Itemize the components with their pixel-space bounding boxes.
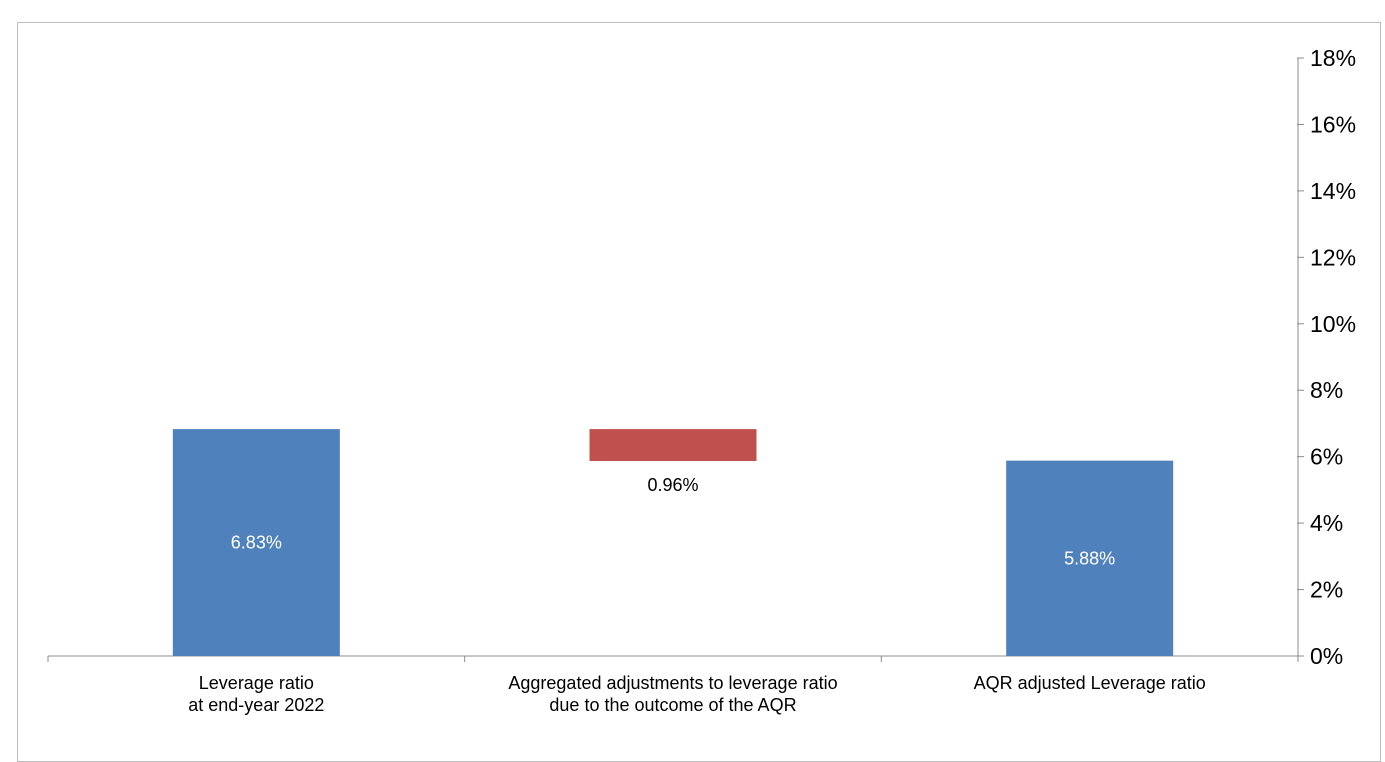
data-label: 6.83% [231, 533, 282, 553]
category-label: AQR adjusted Leverage ratio [974, 673, 1206, 693]
y-tick-label: 10% [1310, 311, 1356, 337]
y-tick-label: 4% [1310, 510, 1343, 536]
decrease-bar [589, 429, 757, 461]
data-label: 5.88% [1064, 548, 1115, 568]
y-tick-label: 16% [1310, 111, 1356, 137]
category-label: Leverage ratio [199, 673, 314, 693]
y-tick-label: 6% [1310, 444, 1343, 470]
category-label: Aggregated adjustments to leverage ratio [508, 673, 837, 693]
category-label: due to the outcome of the AQR [549, 695, 796, 715]
total-bar [1006, 460, 1174, 656]
total-bar [172, 429, 340, 656]
y-tick-label: 0% [1310, 643, 1343, 669]
y-tick-label: 12% [1310, 244, 1356, 270]
y-tick-label: 2% [1310, 577, 1343, 603]
y-tick-label: 8% [1310, 377, 1343, 403]
y-tick-label: 14% [1310, 178, 1356, 204]
y-tick-label: 18% [1310, 45, 1356, 71]
data-label: 0.96% [647, 475, 698, 495]
category-label: at end-year 2022 [188, 695, 324, 715]
